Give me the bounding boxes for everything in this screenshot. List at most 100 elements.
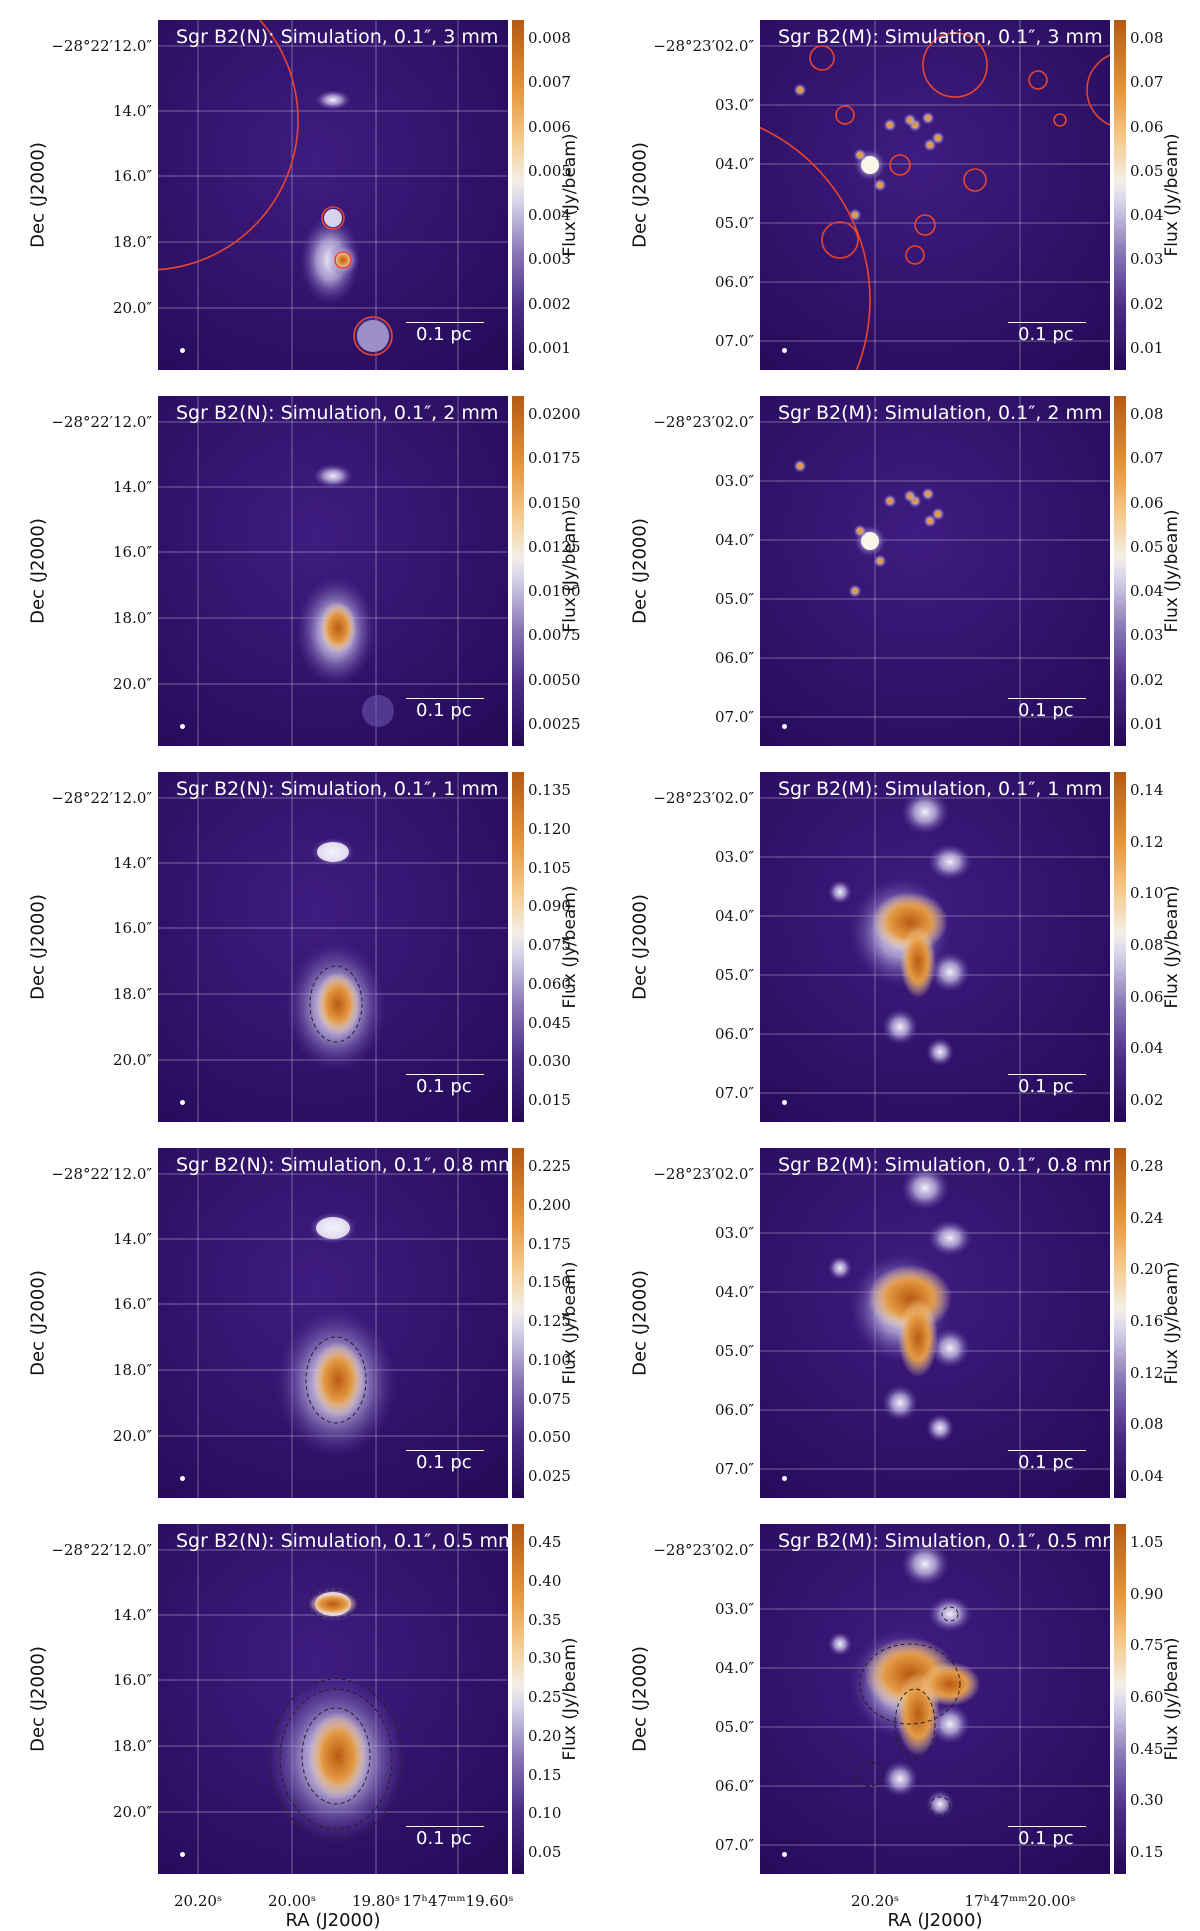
colorbar-tick-label: 0.15 bbox=[528, 1765, 562, 1784]
colorbar bbox=[1114, 772, 1126, 1122]
flux-map bbox=[158, 396, 508, 746]
colorbar-tick-label: 0.0150 bbox=[528, 493, 581, 512]
colorbar bbox=[512, 396, 524, 746]
flux-map bbox=[760, 396, 1110, 746]
colorbar-tick-label: 0.08 bbox=[1130, 29, 1164, 47]
y-tick-label: 05.0″ bbox=[714, 590, 754, 608]
scale-bar bbox=[1008, 1074, 1086, 1075]
colorbar-tick-label: 0.60 bbox=[1130, 1688, 1164, 1706]
y-tick-label: 06.0″ bbox=[714, 1401, 754, 1419]
y-tick-label: 18.0″ bbox=[112, 609, 152, 627]
y-tick-label: 18.0″ bbox=[112, 1361, 152, 1379]
y-tick-label: 20.0″ bbox=[112, 299, 152, 317]
colorbar-label: Flux (Jy/beam) bbox=[1162, 509, 1182, 633]
y-tick-label: 05.0″ bbox=[714, 966, 754, 984]
colorbar-tick-label: 0.003 bbox=[528, 250, 571, 269]
y-tick-label: 18.0″ bbox=[112, 1737, 152, 1755]
colorbar-tick-label: 0.45 bbox=[1130, 1739, 1164, 1758]
x-tick-label: 20.20ˢ bbox=[174, 1892, 222, 1910]
colorbar-tick-label: 0.225 bbox=[528, 1157, 571, 1175]
y-tick-label: 05.0″ bbox=[714, 1342, 754, 1360]
colorbar-label: Flux (Jy/beam) bbox=[560, 509, 580, 633]
y-axis-label: Dec (J2000) bbox=[27, 518, 49, 624]
scale-bar bbox=[1008, 698, 1086, 699]
colorbar-tick-label: 0.02 bbox=[1130, 294, 1164, 313]
colorbar-tick-label: 0.0075 bbox=[528, 626, 581, 645]
y-tick-label: 14.0″ bbox=[112, 854, 152, 872]
y-tick-label: 04.0″ bbox=[714, 1283, 754, 1301]
y-axis-label: Dec (J2000) bbox=[629, 142, 651, 248]
beam-marker bbox=[180, 1476, 185, 1481]
colorbar-tick-label: 0.14 bbox=[1130, 781, 1164, 799]
flux-image: Sgr B2(M): Simulation, 0.1″, 0.5 mm 0.1 p… bbox=[760, 1524, 1110, 1874]
colorbar-tick-label: 0.75 bbox=[1130, 1636, 1164, 1655]
colorbar-tick-label: 0.03 bbox=[1130, 626, 1164, 645]
colorbar-tick-label: 0.05 bbox=[1130, 161, 1164, 180]
y-tick-label: 03.0″ bbox=[714, 1600, 754, 1618]
y-tick-label: 18.0″ bbox=[112, 985, 152, 1003]
scale-label: 0.1 pc bbox=[416, 324, 472, 345]
flux-image: Sgr B2(M): Simulation, 0.1″, 2 mm 0.1 pc bbox=[760, 396, 1110, 746]
x-tick-label: 19.80ˢ bbox=[352, 1892, 400, 1910]
y-tick-label: 06.0″ bbox=[714, 1025, 754, 1043]
colorbar-tick-label: 0.30 bbox=[528, 1649, 562, 1668]
y-axis-label: Dec (J2000) bbox=[27, 142, 49, 248]
colorbar-tick-label: 0.16 bbox=[1130, 1312, 1164, 1330]
y-tick-label: 04.0″ bbox=[714, 1659, 754, 1677]
colorbar-tick-label: 0.075 bbox=[528, 1389, 571, 1408]
colorbar-tick-label: 0.025 bbox=[528, 1467, 571, 1485]
colorbar-tick-label: 0.120 bbox=[528, 819, 571, 838]
colorbar-tick-label: 0.03 bbox=[1130, 250, 1164, 269]
scale-label: 0.1 pc bbox=[416, 1828, 472, 1849]
beam-marker bbox=[782, 1476, 787, 1481]
y-tick-label: −28°22′12.0″ bbox=[51, 413, 152, 431]
y-tick-label: −28°22′12.0″ bbox=[51, 789, 152, 807]
y-tick-label: 03.0″ bbox=[714, 472, 754, 490]
x-tick-label: 17ʰ47ᵐᵐ20.00ˢ bbox=[964, 1892, 1076, 1910]
beam-marker bbox=[180, 1852, 185, 1857]
colorbar-tick-label: 0.01 bbox=[1130, 339, 1164, 357]
y-tick-label: 14.0″ bbox=[112, 1230, 152, 1248]
scale-label: 0.1 pc bbox=[1018, 700, 1074, 721]
map-panel: Sgr B2(N): Simulation, 0.1″, 0.5 mm 0.1 p… bbox=[0, 1506, 600, 1886]
colorbar-tick-label: 0.30 bbox=[1130, 1791, 1164, 1810]
y-tick-label: 07.0″ bbox=[714, 1084, 754, 1102]
colorbar-tick-label: 0.07 bbox=[1130, 449, 1164, 468]
colorbar-tick-label: 0.200 bbox=[528, 1195, 571, 1214]
y-tick-label: −28°23′02.0″ bbox=[653, 1165, 754, 1183]
colorbar-tick-label: 1.05 bbox=[1130, 1533, 1164, 1551]
colorbar-tick-label: 0.08 bbox=[1130, 936, 1164, 954]
y-tick-label: −28°23′02.0″ bbox=[653, 37, 754, 55]
scale-bar bbox=[406, 698, 484, 699]
flux-map bbox=[760, 772, 1110, 1122]
colorbar-tick-label: 0.090 bbox=[528, 897, 571, 916]
scale-label: 0.1 pc bbox=[1018, 1452, 1074, 1473]
colorbar-tick-label: 0.35 bbox=[528, 1610, 562, 1629]
scale-bar bbox=[1008, 322, 1086, 323]
colorbar-tick-label: 0.075 bbox=[528, 936, 571, 954]
colorbar-tick-label: 0.15 bbox=[1130, 1843, 1164, 1861]
beam-marker bbox=[782, 1100, 787, 1105]
y-tick-label: −28°23′02.0″ bbox=[653, 413, 754, 431]
y-tick-label: 07.0″ bbox=[714, 332, 754, 350]
colorbar-tick-label: 0.20 bbox=[1130, 1260, 1164, 1279]
y-tick-label: 14.0″ bbox=[112, 1606, 152, 1624]
scale-bar bbox=[406, 322, 484, 323]
y-axis-label: Dec (J2000) bbox=[27, 894, 49, 1000]
colorbar-tick-label: 0.04 bbox=[1130, 582, 1164, 601]
colorbar-tick-label: 0.08 bbox=[1130, 405, 1164, 423]
colorbar-label: Flux (Jy/beam) bbox=[560, 885, 580, 1009]
colorbar bbox=[1114, 396, 1126, 746]
colorbar-tick-label: 0.001 bbox=[528, 339, 571, 357]
colorbar-tick-label: 0.007 bbox=[528, 73, 571, 92]
colorbar-tick-label: 0.08 bbox=[1130, 1415, 1164, 1434]
flux-image: Sgr B2(N): Simulation, 0.1″, 3 mm 0.1 pc bbox=[158, 20, 508, 370]
panel-title: Sgr B2(M): Simulation, 0.1″, 0.8 mm bbox=[778, 1154, 1110, 1176]
colorbar-tick-label: 0.24 bbox=[1130, 1208, 1164, 1227]
scale-label: 0.1 pc bbox=[1018, 1076, 1074, 1097]
colorbar-tick-label: 0.05 bbox=[1130, 537, 1164, 556]
y-tick-label: 16.0″ bbox=[112, 919, 152, 937]
y-tick-label: 20.0″ bbox=[112, 1803, 152, 1821]
panel-title: Sgr B2(N): Simulation, 0.1″, 3 mm bbox=[176, 26, 499, 48]
colorbar bbox=[1114, 20, 1126, 370]
